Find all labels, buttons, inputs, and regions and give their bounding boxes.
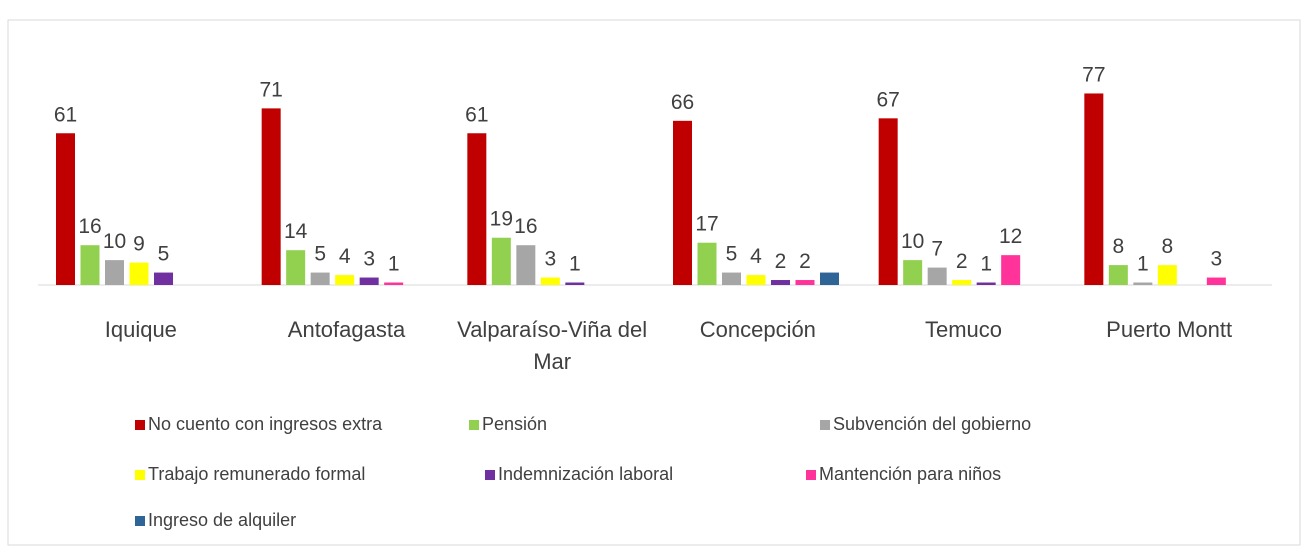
bar (1001, 255, 1021, 285)
legend-swatch (806, 470, 816, 480)
x-tick-label: Antofagasta (287, 317, 406, 342)
legend-swatch (135, 516, 145, 526)
data-label: 66 (671, 91, 694, 114)
bar (261, 108, 281, 285)
legend-swatch (485, 470, 495, 480)
bar (1157, 265, 1177, 285)
bar (467, 133, 487, 285)
data-label: 16 (514, 215, 537, 238)
data-label: 77 (1082, 63, 1105, 86)
data-label: 5 (158, 243, 170, 266)
data-label: 1 (388, 253, 400, 276)
bar (795, 280, 815, 285)
data-label: 71 (259, 78, 282, 101)
data-label: 2 (956, 250, 968, 273)
legend-swatch (135, 470, 145, 480)
bar (384, 282, 404, 285)
data-label: 2 (799, 250, 811, 273)
x-tick-label: Puerto Montt (1106, 317, 1233, 342)
legend-label: Indemnización laboral (498, 464, 673, 484)
bar (56, 133, 75, 285)
bar (820, 272, 839, 285)
data-label: 61 (54, 103, 77, 126)
bar (491, 237, 511, 285)
data-label: 10 (901, 230, 924, 253)
data-label: 12 (999, 225, 1022, 248)
x-tick-label: Iquique (104, 317, 177, 342)
legend-label: Mantención para niños (819, 464, 1001, 484)
data-label: 1 (980, 253, 992, 276)
legend-label: Trabajo remunerado formal (148, 464, 365, 484)
bar (878, 118, 898, 286)
bar (1133, 282, 1153, 285)
data-label: 61 (465, 103, 488, 126)
bar (746, 275, 766, 285)
bar (697, 242, 717, 285)
data-label: 67 (876, 88, 899, 111)
legend-swatch (469, 420, 479, 430)
data-label: 5 (726, 243, 738, 266)
data-label: 19 (490, 208, 513, 231)
data-label: 2 (775, 250, 787, 273)
data-label: 16 (78, 215, 101, 238)
x-tick-label: Valparaíso-Viña del Mar (457, 317, 648, 374)
data-label: 3 (363, 248, 375, 271)
bar (976, 282, 996, 285)
bar (540, 277, 560, 285)
data-label: 3 (544, 248, 556, 271)
data-label: 8 (1161, 235, 1173, 258)
bar (310, 272, 330, 285)
legend-label: No cuento con ingresos extra (148, 414, 383, 434)
data-label: 14 (284, 220, 308, 243)
data-label: 1 (1137, 253, 1149, 276)
bar (154, 272, 173, 285)
bar (1108, 265, 1128, 285)
data-label: 1 (569, 253, 581, 276)
bar (129, 262, 149, 285)
bar (1206, 277, 1226, 285)
data-label: 4 (339, 245, 351, 268)
bar (105, 260, 124, 285)
bar (335, 275, 355, 285)
legend-label: Pensión (482, 414, 547, 434)
data-label: 3 (1210, 248, 1222, 271)
bar (80, 245, 100, 285)
x-tick-label: Concepción (699, 317, 816, 342)
data-label: 10 (103, 230, 126, 253)
data-label: 7 (931, 238, 943, 261)
bar (771, 280, 790, 285)
data-label: 17 (695, 213, 718, 236)
bar (722, 272, 741, 285)
bar (927, 267, 947, 285)
data-label: 4 (750, 245, 762, 268)
data-label: 5 (314, 243, 326, 266)
bar (516, 245, 536, 285)
bar (903, 260, 923, 285)
data-label: 9 (133, 233, 145, 256)
legend-label: Subvención del gobierno (833, 414, 1031, 434)
bar (673, 120, 692, 285)
chart-border (7, 19, 1301, 546)
bar (565, 282, 585, 285)
bar (286, 250, 306, 285)
bar (952, 280, 972, 285)
x-tick-label: Temuco (924, 317, 1003, 342)
legend-swatch (820, 420, 830, 430)
bar (359, 277, 379, 285)
data-label: 8 (1112, 235, 1124, 258)
legend-label: Ingreso de alquiler (148, 510, 296, 530)
legend-swatch (135, 420, 145, 430)
bar (1084, 93, 1104, 286)
